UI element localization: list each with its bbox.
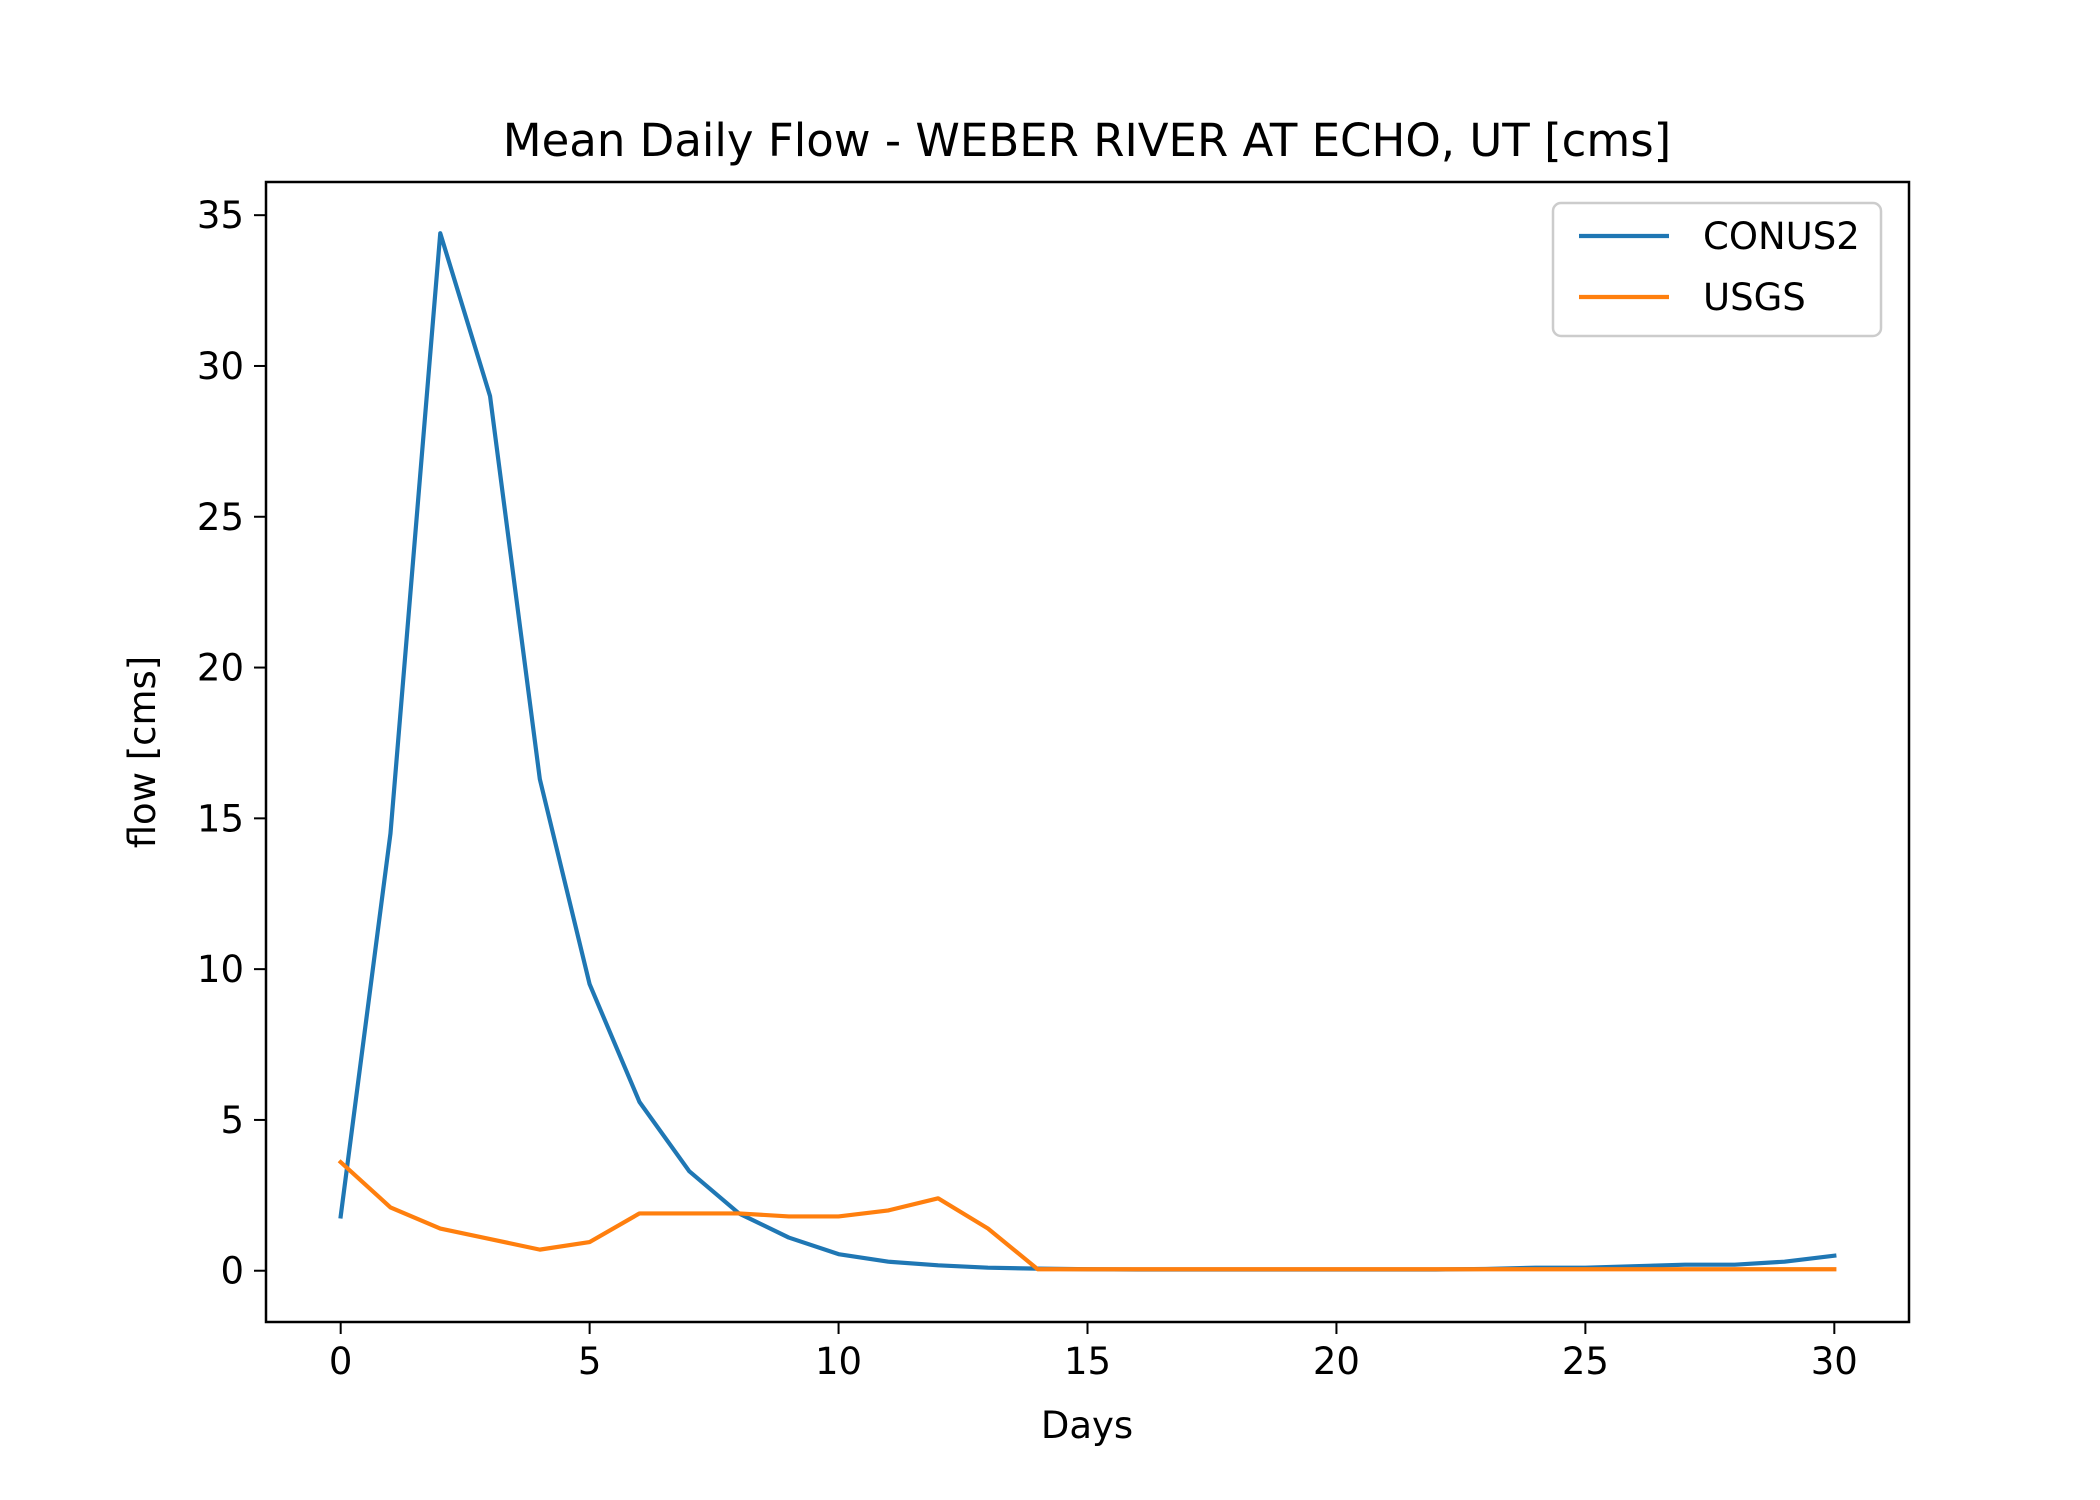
y-tick-label: 10 xyxy=(197,948,244,991)
legend: CONUS2 USGS xyxy=(1551,201,1883,338)
y-tick-label: 0 xyxy=(220,1250,244,1293)
y-tick-label: 25 xyxy=(197,496,244,539)
x-tick-label: 20 xyxy=(1313,1340,1360,1383)
y-tick-label: 35 xyxy=(197,194,244,237)
x-tick-label: 30 xyxy=(1811,1340,1858,1383)
x-tick-label: 5 xyxy=(578,1340,602,1383)
legend-label-conus2: CONUS2 xyxy=(1703,215,1860,258)
x-tick-label: 0 xyxy=(329,1340,353,1383)
y-axis: 0 5 10 15 20 25 30 35 xyxy=(197,194,266,1293)
series-layer xyxy=(337,231,1837,1272)
y-tick-label: 30 xyxy=(197,345,244,388)
x-tick-label: 15 xyxy=(1064,1340,1111,1383)
y-axis-label: flow [cms] xyxy=(121,656,164,849)
chart-title: Mean Daily Flow - WEBER RIVER AT ECHO, U… xyxy=(503,114,1671,167)
legend-label-usgs: USGS xyxy=(1703,276,1806,319)
series-line-usgs xyxy=(337,1159,1837,1272)
y-tick-label: 15 xyxy=(197,797,244,840)
x-axis: 0 5 10 15 20 25 30 xyxy=(329,1322,1858,1383)
x-tick-label: 10 xyxy=(815,1340,862,1383)
y-tick-label: 5 xyxy=(220,1099,244,1142)
y-tick-label: 20 xyxy=(197,647,244,690)
x-axis-label: Days xyxy=(1041,1404,1133,1447)
x-tick-label: 25 xyxy=(1562,1340,1609,1383)
